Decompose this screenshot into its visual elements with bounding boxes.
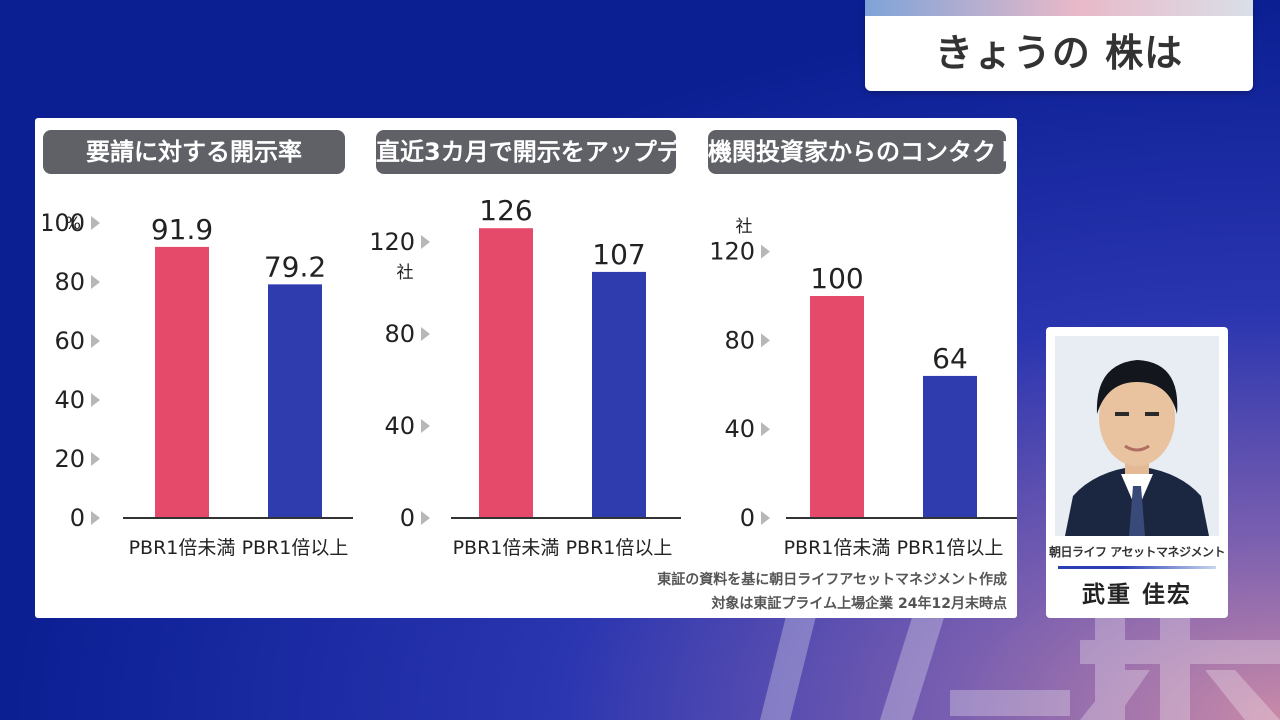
y-unit-label: % — [65, 214, 81, 234]
bar — [810, 296, 864, 518]
chart-disclosure-rate: 要請に対する開示率 0 20 40 60 80 100% 91.9 PBR1倍未満 79.2 PB… — [43, 118, 353, 618]
y-tick-marker — [421, 511, 430, 525]
y-tick-marker — [761, 333, 770, 348]
commentator-name: 武重 佳宏 — [1081, 582, 1192, 608]
chart-plot: 0 40 80 120 社 126 PBR1倍未満 107 PBR1倍以上 — [371, 194, 681, 559]
program-segment-box: きょうの 株は — [865, 0, 1253, 91]
y-tick-label: 120 — [709, 238, 755, 266]
category-label: PBR1倍以上 — [897, 537, 1004, 559]
category-label: PBR1倍未満 — [453, 537, 560, 559]
bar-value-label: 91.9 — [151, 213, 213, 246]
y-tick-label: 100 — [43, 209, 85, 237]
y-tick-marker — [91, 334, 100, 348]
category-label: PBR1倍以上 — [242, 537, 349, 559]
y-tick-label: 80 — [54, 268, 85, 296]
bar — [268, 284, 322, 518]
chart-updated-disclosure: 直近3カ月で開示をアップデート 0 40 80 120 社 126 PBR1倍未満 107 PB… — [371, 118, 681, 618]
chart-title: 要請に対する開示率 — [43, 130, 345, 174]
y-tick-label: 0 — [400, 504, 415, 532]
y-tick-label: 40 — [54, 386, 85, 414]
y-tick-marker — [421, 419, 430, 433]
y-tick-label: 120 — [371, 228, 415, 256]
y-tick-marker — [91, 511, 100, 525]
commentator-photo — [1055, 336, 1219, 536]
category-label: PBR1倍未満 — [784, 537, 891, 559]
bar-value-label: 64 — [932, 342, 968, 375]
y-tick-marker — [91, 275, 100, 289]
y-tick-label: 20 — [54, 445, 85, 473]
y-unit-label: 社 — [397, 263, 414, 283]
chart-plot: 0 20 40 60 80 100% 91.9 PBR1倍未満 79.2 PBR1倍以上 — [43, 209, 353, 559]
bar-value-label: 126 — [479, 194, 532, 227]
bar — [592, 271, 646, 518]
source-note-line2: 対象は東証プライム上場企業 24年12月末時点 — [711, 596, 1007, 612]
y-tick-marker — [91, 393, 100, 407]
category-label: PBR1倍以上 — [566, 537, 673, 559]
y-tick-label: 80 — [724, 326, 755, 354]
chart-panel: 要請に対する開示率 0 20 40 60 80 100% 91.9 PBR1倍未満 79.2 PB… — [35, 118, 1017, 618]
segment-stripe — [865, 0, 1253, 16]
y-tick-label: 80 — [384, 320, 415, 348]
source-note-line1: 東証の資料を基に朝日ライフアセットマネジメント作成 — [657, 572, 1007, 588]
y-tick-label: 40 — [384, 412, 415, 440]
y-tick-marker — [421, 235, 430, 249]
segment-title: きょうの 株は — [934, 31, 1184, 75]
bar — [155, 246, 209, 518]
bar-value-label: 107 — [592, 238, 645, 271]
chart-title: 機関投資家からのコンタクト希望 — [708, 130, 1006, 174]
y-tick-marker — [761, 244, 770, 259]
y-tick-marker — [91, 216, 100, 230]
y-tick-marker — [91, 452, 100, 466]
bar-value-label: 100 — [810, 262, 863, 295]
commentator-card: 朝日ライフ アセットマネジメント 武重 佳宏 — [1046, 327, 1228, 618]
commentator-company: 朝日ライフ アセットマネジメント — [1049, 545, 1225, 559]
bar — [923, 375, 977, 518]
card-divider — [1058, 566, 1216, 569]
y-tick-marker — [761, 422, 770, 437]
y-tick-label: 0 — [740, 504, 755, 532]
y-unit-label: 社 — [736, 217, 753, 237]
y-tick-label: 40 — [724, 415, 755, 443]
category-label: PBR1倍未満 — [129, 537, 236, 559]
y-tick-marker — [761, 511, 770, 525]
bar-value-label: 79.2 — [264, 250, 326, 283]
y-tick-label: 60 — [54, 327, 85, 355]
bar — [479, 228, 533, 518]
y-tick-label: 0 — [70, 504, 85, 532]
y-tick-marker — [421, 327, 430, 341]
chart-title: 直近3カ月で開示をアップデート — [376, 130, 676, 174]
